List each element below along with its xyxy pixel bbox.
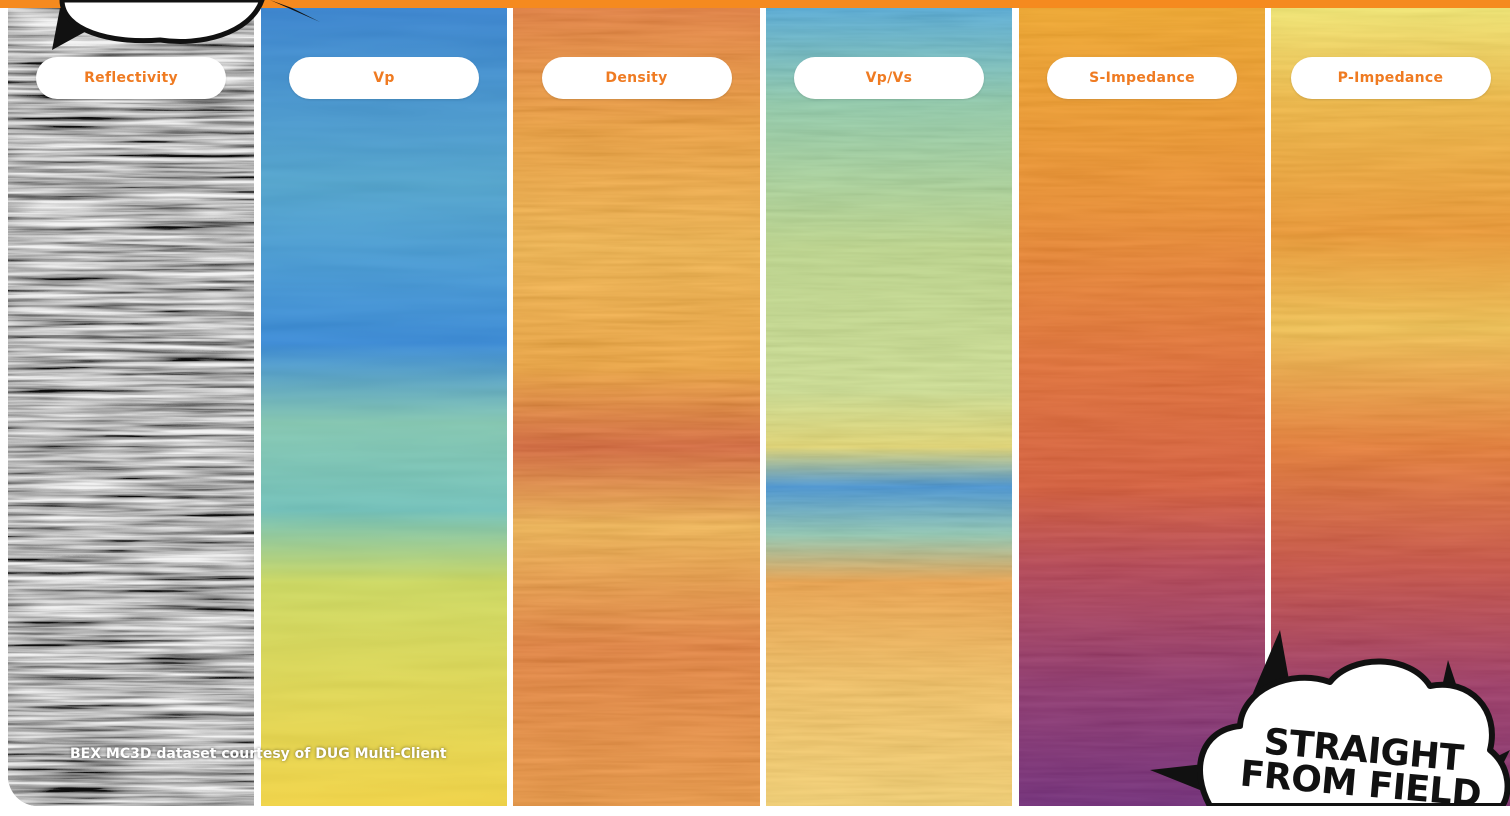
panel-vp: Vp — [261, 8, 507, 806]
dataset-credit: BEX MC3D dataset courtesy of DUG Multi-C… — [70, 746, 447, 762]
panel-label: P-Impedance — [1337, 70, 1444, 86]
panel-label: S-Impedance — [1089, 70, 1195, 86]
vp-section-image — [261, 8, 507, 806]
panel-label: Density — [605, 70, 668, 86]
reflectivity-section-image — [8, 8, 254, 806]
label-pill-vp-vs: Vp/Vs — [794, 57, 984, 99]
panel-label: Reflectivity — [84, 70, 178, 86]
label-pill-s-impedance: S-Impedance — [1047, 57, 1237, 99]
top-accent-bar — [0, 0, 1510, 8]
panel-density: Density — [513, 8, 760, 806]
comic-cloud-top-decoration — [52, 0, 320, 50]
panel-label: Vp/Vs — [865, 70, 913, 86]
panel-label: Vp — [373, 70, 395, 86]
comic-cloud-badge — [1150, 630, 1510, 806]
label-pill-density: Density — [541, 57, 732, 99]
s-impedance-section-image — [1019, 8, 1265, 806]
panel-s-impedance: S-Impedance — [1019, 8, 1265, 806]
label-pill-p-impedance: P-Impedance — [1290, 57, 1491, 99]
panel-reflectivity: Reflectivity — [8, 8, 254, 806]
vp-vs-section-image — [766, 8, 1012, 806]
panel-vp-vs: Vp/Vs — [766, 8, 1012, 806]
density-section-image — [513, 8, 760, 806]
label-pill-vp: Vp — [289, 57, 479, 99]
label-pill-reflectivity: Reflectivity — [36, 57, 226, 99]
